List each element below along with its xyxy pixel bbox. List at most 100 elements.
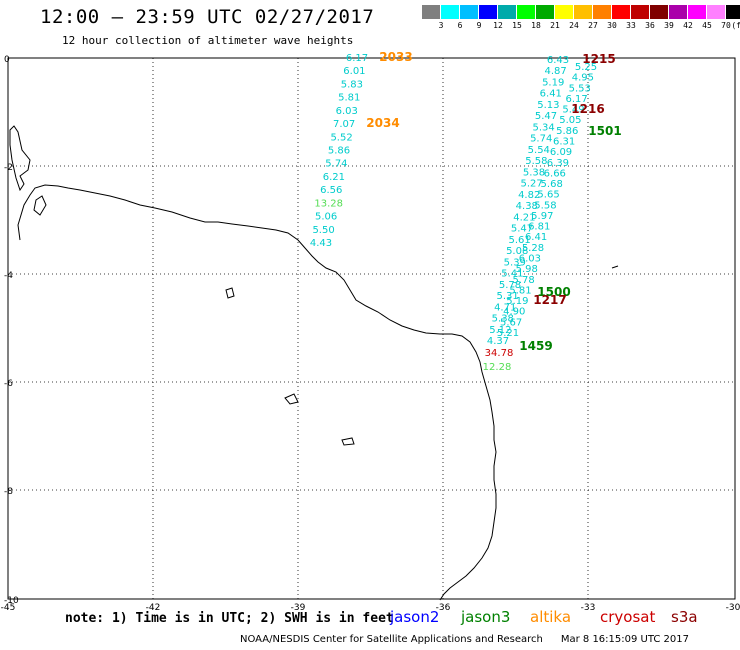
wave-height-b: 5.54 <box>528 145 550 156</box>
wave-height-a: 7.07 <box>333 119 355 130</box>
legend-mission-altika: altika <box>530 608 572 626</box>
wave-height-b: 5.61 <box>508 235 530 246</box>
wave-height-c: 6.31 <box>553 136 575 147</box>
wave-height-b: 4.21 <box>513 212 535 223</box>
color-scale-label: 3 <box>438 21 444 30</box>
lon-label: -30 <box>726 603 740 613</box>
color-scale-label: 15 <box>512 21 522 30</box>
wave-height-c: 5.05 <box>559 115 581 126</box>
lat-label: -2 <box>4 163 13 173</box>
wave-height-a: 6.56 <box>320 185 342 196</box>
coastline <box>9 125 619 601</box>
wave-height-b: 5.34 <box>532 122 554 133</box>
legend-mission-jason2: jason2 <box>390 608 440 626</box>
lat-label: -4 <box>4 271 13 281</box>
wave-height-c: 5.78 <box>512 275 534 286</box>
color-scale-swatch <box>517 5 536 19</box>
color-scale-swatch <box>479 5 498 19</box>
page-title: 12:00 — 23:59 UTC 02/27/2017 <box>40 6 375 28</box>
island-small-3 <box>284 393 299 405</box>
wave-height-a: 5.83 <box>341 79 363 90</box>
wave-height-b: 5.78 <box>499 280 521 291</box>
legend-mission-jason3: jason3 <box>461 608 511 626</box>
wave-height-extra-green: 12.28 <box>483 362 512 373</box>
color-scale-label: 18 <box>531 21 541 30</box>
color-scale-swatch <box>460 5 479 19</box>
wave-height-a: 5.81 <box>338 93 360 104</box>
wave-height-c: 5.28 <box>522 243 544 254</box>
wave-height-c: 5.49 <box>562 105 584 116</box>
lon-label: -45 <box>1 603 16 613</box>
wave-height-b: 5.47 <box>535 111 557 122</box>
wave-height-c: 6.66 <box>544 168 566 179</box>
wave-height-c: 5.58 <box>534 200 556 211</box>
wave-height-c: 5.98 <box>516 264 538 275</box>
wave-height-b: 5.41 <box>501 269 523 280</box>
wave-height-a: 6.17 <box>346 53 368 64</box>
wave-height-b: 5.58 <box>525 156 547 167</box>
color-scale-label: 36 <box>645 21 655 30</box>
wave-height-b: 4.82 <box>518 190 540 201</box>
lon-label: -39 <box>291 603 306 613</box>
wave-height-b: 6.41 <box>540 89 562 100</box>
wave-height-b: 4.71 <box>494 302 516 313</box>
island-small-2 <box>225 287 235 299</box>
wave-height-c: 6.39 <box>547 158 569 169</box>
pass-time-label: 1216 <box>571 102 604 116</box>
footer: NOAA/NESDIS Center for Satellite Applica… <box>240 634 689 645</box>
wave-height-c: 5.97 <box>531 211 553 222</box>
lat-label: 0 <box>4 55 10 65</box>
color-scale-label: 39 <box>664 21 674 30</box>
wave-height-b: 5.19 <box>542 77 564 88</box>
color-scale-swatch <box>726 5 740 19</box>
map-frame <box>7 57 736 600</box>
graticule <box>8 57 735 599</box>
wave-height-a: 5.50 <box>312 225 334 236</box>
wave-height-c: 4.95 <box>572 73 594 84</box>
color-scale-swatch <box>688 5 707 19</box>
color-scale-label: 24 <box>569 21 579 30</box>
wave-height-c: 5.53 <box>569 83 591 94</box>
wave-height-c: 5.81 <box>509 285 531 296</box>
axis-labels: 0 -2 -4 -6 -8 -10-45 -42 -39 -36 -33 -30 <box>1 55 740 613</box>
wave-height-c: 5.68 <box>541 179 563 190</box>
color-scale-label: 45 <box>702 21 712 30</box>
wave-height-a: 5.06 <box>315 212 337 223</box>
color-scale-swatch <box>536 5 555 19</box>
wave-height-c: 6.17 <box>566 94 588 105</box>
wave-height-b: 4.38 <box>516 201 538 212</box>
wave-height-a: 6.03 <box>336 106 358 117</box>
wave-height-b: 5.08 <box>506 246 528 257</box>
wave-height-b: 5.27 <box>520 179 542 190</box>
color-scale-swatch <box>707 5 726 19</box>
lon-label: -33 <box>581 603 596 613</box>
legend-mission-s3a: s3a <box>671 608 698 626</box>
color-scale <box>422 5 740 19</box>
color-scale-swatch <box>669 5 688 19</box>
wave-height-b: 5.47 <box>511 224 533 235</box>
wave-height-a: 6.21 <box>323 172 345 183</box>
color-scale-unit: (ft) <box>731 21 740 30</box>
island-small-5 <box>611 265 619 269</box>
wave-height-b: 5.12 <box>489 325 511 336</box>
pass-time-label: 1215 <box>582 52 615 66</box>
satellite-tracks: 6.17 6.01 5.83 5.81 6.03 7.07 5.52 5.86 5.74 6.21… <box>310 50 622 373</box>
color-scale-swatch <box>593 5 612 19</box>
color-scale-swatch <box>555 5 574 19</box>
color-scale-label: 30 <box>607 21 617 30</box>
wave-height-c: 6.41 <box>525 232 547 243</box>
pass-time-label: 2033 <box>379 50 412 64</box>
wave-height-c: 5.25 <box>575 62 597 73</box>
footer-credit: NOAA/NESDIS Center for Satellite Applica… <box>240 634 543 645</box>
color-scale-label: 70 <box>721 21 731 30</box>
lat-label: -8 <box>4 487 13 497</box>
island-marajo <box>9 125 31 192</box>
island-small-4 <box>341 437 355 446</box>
pass-time-label: 1501 <box>588 124 621 138</box>
color-scale-swatch <box>631 5 650 19</box>
color-scale-label: 6 <box>457 21 463 30</box>
wave-height-c: 5.19 <box>506 296 528 307</box>
wave-height-b: 6.43 <box>547 55 569 66</box>
legend-note: note: 1) Time is in UTC; 2) SWH is in fe… <box>65 611 394 626</box>
